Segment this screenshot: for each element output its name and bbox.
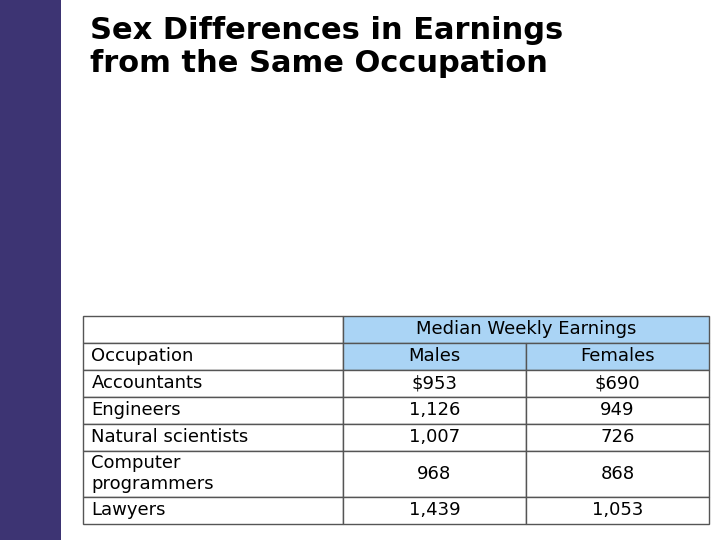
Text: $953: $953: [411, 374, 457, 393]
Bar: [526, 497, 709, 524]
Text: 949: 949: [600, 401, 635, 420]
Text: 1,053: 1,053: [592, 501, 643, 519]
Bar: [0, 0, 61, 540]
Text: 1,439: 1,439: [408, 501, 460, 519]
Bar: [343, 397, 526, 424]
Bar: [83, 316, 343, 343]
Text: Females: Females: [580, 347, 655, 366]
Bar: [343, 370, 526, 397]
Text: Lawyers: Lawyers: [91, 501, 166, 519]
Bar: [83, 343, 343, 370]
Bar: [83, 497, 343, 524]
Text: 968: 968: [418, 465, 451, 483]
Bar: [343, 316, 709, 343]
Text: Accountants: Accountants: [91, 374, 203, 393]
Bar: [343, 497, 526, 524]
Text: 1,126: 1,126: [409, 401, 460, 420]
Text: Median Weekly Earnings: Median Weekly Earnings: [415, 320, 636, 339]
Bar: [83, 451, 343, 497]
Bar: [83, 397, 343, 424]
Text: Sex Differences in Earnings
from the Same Occupation: Sex Differences in Earnings from the Sam…: [90, 16, 563, 78]
Text: Males: Males: [408, 347, 461, 366]
Bar: [526, 451, 709, 497]
Text: 726: 726: [600, 428, 635, 447]
Text: $690: $690: [595, 374, 640, 393]
Bar: [343, 451, 526, 497]
Text: Occupation: Occupation: [91, 347, 194, 366]
Bar: [526, 397, 709, 424]
Text: Natural scientists: Natural scientists: [91, 428, 248, 447]
Text: Computer
programmers: Computer programmers: [91, 455, 214, 493]
Bar: [343, 424, 526, 451]
Text: Engineers: Engineers: [91, 401, 181, 420]
Bar: [526, 370, 709, 397]
Bar: [83, 370, 343, 397]
Bar: [526, 343, 709, 370]
Bar: [83, 424, 343, 451]
Bar: [343, 343, 526, 370]
Text: 868: 868: [600, 465, 634, 483]
Text: 1,007: 1,007: [409, 428, 460, 447]
Bar: [526, 424, 709, 451]
